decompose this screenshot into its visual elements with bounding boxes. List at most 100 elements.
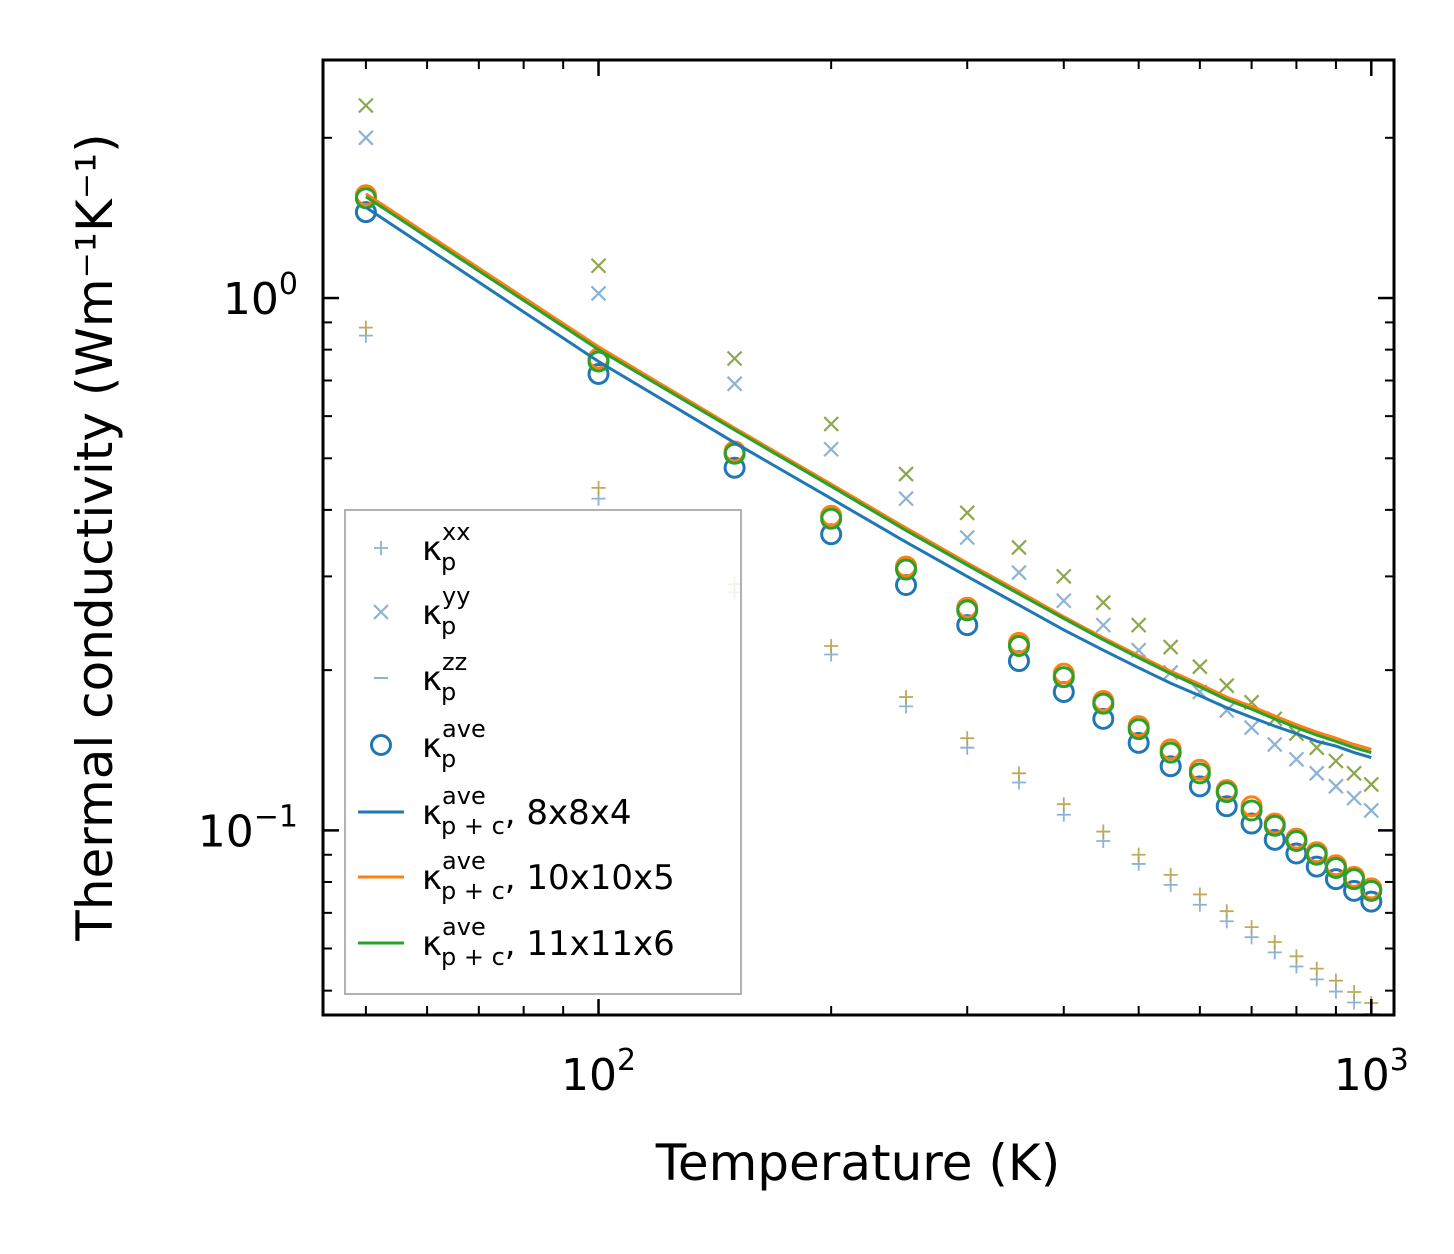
data-point-kave_11x11x6 — [820, 507, 843, 530]
data-point-kyy_8x8x4 — [898, 490, 914, 507]
x-tick-label: 102 — [561, 1043, 636, 1101]
data-point-kyy_8x8x4 — [1266, 736, 1283, 753]
data-point-kave_11x11x6 — [1240, 799, 1263, 822]
legend: κxx p κyy p κzz p κave p κave p + c, 8x8x4 κave p +… — [344, 509, 742, 995]
data-point-kxx_11x11x6 — [1219, 904, 1234, 919]
x-axis-title: Temperature (K) — [655, 1134, 1060, 1192]
series-line-kpc_10x10x5 — [365, 192, 1372, 751]
data-point-kxx_11x11x6 — [960, 731, 975, 746]
data-point-kyy_11x11x6 — [1192, 658, 1208, 675]
data-point-kxx_11x11x6 — [824, 639, 839, 654]
data-point-kave_11x11x6 — [895, 558, 918, 581]
data-point-kyy_8x8x4 — [1011, 564, 1027, 581]
data-point-kave_11x11x6 — [1127, 718, 1150, 741]
legend-marker-symbol — [370, 734, 392, 756]
data-point-kyy_11x11x6 — [1218, 677, 1235, 694]
data-point-kyy_8x8x4 — [1056, 592, 1072, 609]
y-axis-title: Thermal conductivity (Wm⁻¹K⁻¹) — [66, 133, 124, 941]
legend-symbols — [358, 541, 404, 945]
data-point-kave_11x11x6 — [587, 350, 610, 373]
data-point-kave_8x8x4 — [956, 614, 979, 637]
data-point-kxx_11x11x6 — [1289, 949, 1304, 964]
data-point-kyy_11x11x6 — [1056, 568, 1072, 585]
legend-entry-label: κzz p — [422, 648, 467, 706]
data-point-kyy_11x11x6 — [358, 97, 374, 114]
legend-labels: κxx p κyy p κzz p κave p κave p + c, 8x8x4 κave p +… — [422, 518, 675, 971]
data-point-kave_11x11x6 — [1007, 635, 1030, 658]
data-point-kave_8x8x4 — [1127, 731, 1150, 754]
legend-entry-label: κxx p — [422, 518, 470, 576]
data-point-kxx_11x11x6 — [1244, 920, 1259, 935]
data-point-kyy_11x11x6 — [1162, 639, 1179, 655]
y-tick-label: 10−1 — [198, 799, 298, 857]
data-point-kave_8x8x4 — [723, 456, 746, 479]
data-point-kyy_11x11x6 — [898, 466, 914, 482]
data-point-kxx_11x11x6 — [1131, 847, 1146, 862]
data-point-kxx_11x11x6 — [1056, 797, 1071, 812]
data-point-kave_11x11x6 — [1360, 879, 1383, 902]
data-point-kxx_11x11x6 — [899, 690, 914, 705]
legend-entry-label: κave p — [422, 715, 486, 773]
plot-area — [354, 97, 1383, 1015]
data-point-kave_8x8x4 — [1263, 828, 1286, 851]
data-point-kxx_11x11x6 — [1267, 935, 1282, 950]
data-point-kyy_8x8x4 — [1308, 765, 1325, 782]
x-tick-labels: 102 103 — [561, 1043, 1409, 1101]
data-point-kxx_11x11x6 — [358, 320, 373, 335]
data-point-kyy_8x8x4 — [358, 130, 374, 146]
legend-entry-label: κyy p — [422, 582, 470, 640]
data-point-kxx_11x11x6 — [591, 480, 606, 495]
data-point-kyy_8x8x4 — [959, 529, 976, 546]
series-line-kpc_8x8x4 — [365, 206, 1372, 760]
data-point-kyy_8x8x4 — [1288, 751, 1305, 768]
data-point-kyy_11x11x6 — [590, 257, 607, 274]
data-point-kyy_8x8x4 — [1243, 719, 1260, 736]
plot-frame — [321, 58, 1396, 1017]
data-point-kave_11x11x6 — [956, 599, 979, 622]
data-point-kave_11x11x6 — [1285, 830, 1308, 853]
data-point-kave_8x8x4 — [1159, 755, 1182, 778]
data-point-kxx_11x11x6 — [1096, 824, 1111, 839]
data-point-kave_11x11x6 — [1324, 856, 1347, 879]
data-point-kave_8x8x4 — [1360, 890, 1383, 913]
data-point-kxx_11x11x6 — [1163, 867, 1178, 882]
legend-marker-symbol — [374, 541, 388, 555]
y-tick-labels: 10−1 100 — [198, 267, 298, 857]
legend-box — [344, 509, 742, 995]
data-point-kave_11x11x6 — [1052, 666, 1075, 689]
x-tick-label: 103 — [1334, 1043, 1409, 1101]
data-point-kyy_11x11x6 — [726, 350, 743, 367]
data-point-kyy_11x11x6 — [1130, 617, 1147, 633]
data-point-kave_8x8x4 — [1215, 795, 1238, 818]
data-point-kxx_11x11x6 — [1011, 766, 1026, 781]
legend-marker-symbol — [373, 604, 389, 620]
data-point-kave_11x11x6 — [1263, 814, 1286, 837]
legend-entry-label: κave p + c, 10x10x5 — [422, 847, 675, 905]
legend-entry-label: κave p + c, 8x8x4 — [422, 782, 632, 840]
data-point-kyy_8x8x4 — [1363, 802, 1380, 819]
data-point-kyy_11x11x6 — [959, 505, 976, 521]
data-point-kave_11x11x6 — [1092, 692, 1115, 715]
data-point-kave_8x8x4 — [1188, 775, 1211, 798]
data-point-kave_8x8x4 — [587, 362, 610, 385]
data-point-kyy_11x11x6 — [1363, 776, 1380, 793]
data-point-kave_11x11x6 — [1159, 741, 1182, 764]
data-point-kave_8x8x4 — [1240, 812, 1263, 835]
data-point-kxx_11x11x6 — [1309, 961, 1324, 976]
series-line-kpc_11x11x6 — [365, 195, 1372, 755]
data-point-kxx_11x11x6 — [1347, 985, 1362, 1000]
data-point-kave_11x11x6 — [1215, 781, 1238, 804]
data-point-kyy_11x11x6 — [1095, 594, 1112, 611]
data-point-kyy_11x11x6 — [1011, 539, 1027, 556]
data-point-kave_11x11x6 — [1343, 868, 1366, 891]
data-point-kyy_8x8x4 — [1346, 790, 1362, 806]
data-point-kyy_8x8x4 — [823, 441, 839, 458]
data-point-kyy_11x11x6 — [1346, 765, 1362, 782]
data-point-kyy_11x11x6 — [823, 416, 839, 432]
data-point-kyy_8x8x4 — [726, 376, 743, 392]
data-point-kave_11x11x6 — [1188, 762, 1211, 785]
data-point-kyy_11x11x6 — [1328, 753, 1344, 769]
legend-entry-label: κave p + c, 11x11x6 — [422, 913, 675, 971]
data-point-kyy_8x8x4 — [1095, 617, 1112, 633]
